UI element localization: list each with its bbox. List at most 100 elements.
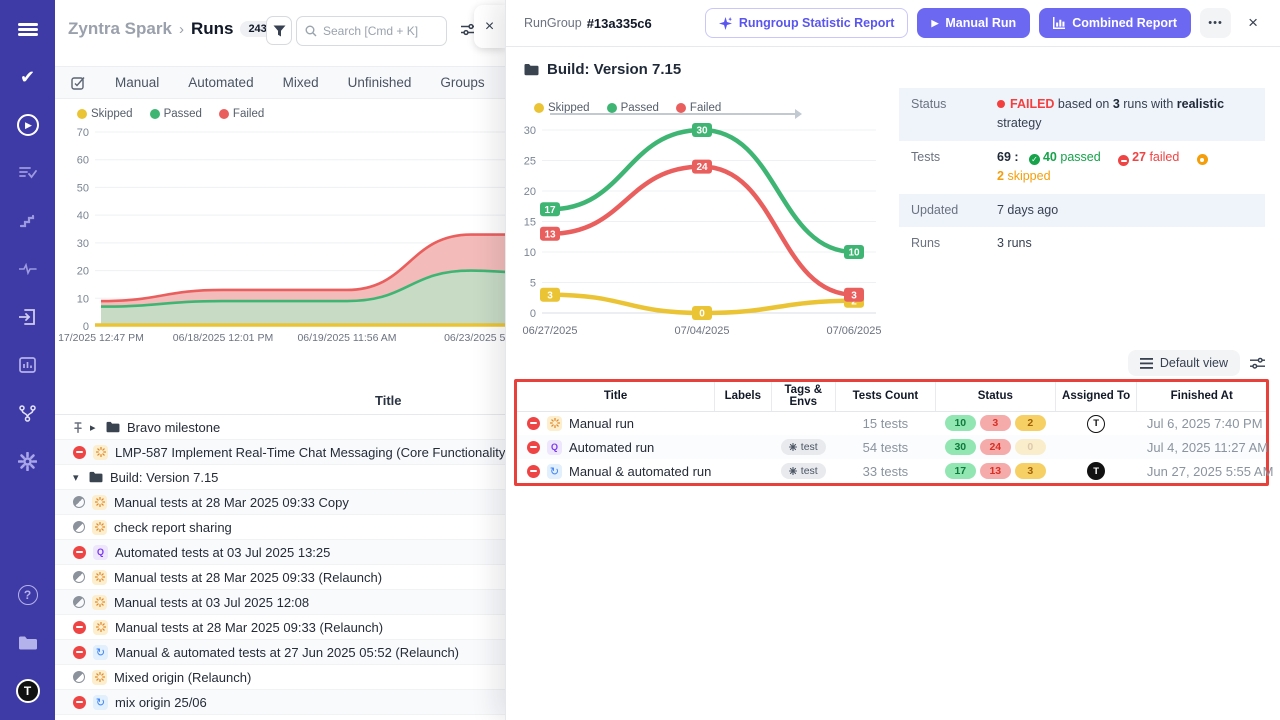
- default-view-button[interactable]: Default view: [1127, 350, 1240, 376]
- svg-text:07/04/2025: 07/04/2025: [674, 325, 729, 337]
- run-row[interactable]: Manual tests at 28 Mar 2025 09:33 (Relau…: [55, 565, 505, 590]
- milestone-title: Build: Version 7.15: [110, 469, 219, 485]
- status-cell: 10 3 2: [935, 411, 1055, 435]
- run-row[interactable]: Manual tests at 28 Mar 2025 09:33 (Relau…: [55, 615, 505, 640]
- table-row[interactable]: Q Automated run test 54 tests 30 24 0 Jul 4, 20…: [517, 435, 1269, 459]
- caret-down-icon[interactable]: ▾: [73, 471, 79, 484]
- assignee-avatar[interactable]: T: [1087, 462, 1106, 481]
- manual-run-icon: [92, 494, 107, 510]
- svg-text:06/19/2025 11:56 AM: 06/19/2025 11:56 AM: [297, 332, 396, 344]
- run-row[interactable]: LMP-587 Implement Real-Time Chat Messagi…: [55, 440, 505, 465]
- svg-text:15: 15: [524, 217, 536, 229]
- gear-icon: [788, 443, 797, 451]
- run-row[interactable]: Manual tests at 03 Jul 2025 12:08: [55, 590, 505, 615]
- table-row[interactable]: ↻ Manual & automated run test 33 tests 17 13 3…: [517, 459, 1274, 483]
- svg-text:30: 30: [696, 126, 708, 137]
- failed-count-pill: 3: [979, 415, 1011, 432]
- combined-report-button[interactable]: Combined Report: [1039, 8, 1192, 38]
- svg-text:17/2025 12:47 PM: 17/2025 12:47 PM: [58, 332, 144, 344]
- settings-gear-icon[interactable]: [13, 446, 43, 476]
- filter-button[interactable]: [266, 16, 292, 45]
- run-title: Manual & automated tests at 27 Jun 2025 …: [115, 644, 459, 660]
- select-runs-icon[interactable]: [71, 76, 86, 90]
- menu-icon[interactable]: [13, 14, 43, 44]
- svg-text:13: 13: [544, 229, 556, 240]
- manual-run-icon: [92, 569, 107, 585]
- breadcrumb-separator-icon: ›: [178, 20, 184, 38]
- finished-at: Jun 27, 2025 5:55 AM: [1146, 463, 1274, 479]
- skipped-circle-icon: [1196, 154, 1208, 166]
- projects-folder-icon[interactable]: [13, 628, 43, 658]
- run-title: Automated tests at 03 Jul 2025 13:25: [115, 544, 331, 560]
- app-sidebar: ✔ ▶ ? T: [0, 0, 55, 720]
- runs-header: Zyntra Spark › Runs 243: [55, 0, 505, 62]
- view-settings-icon[interactable]: [461, 23, 476, 42]
- svg-text:5: 5: [530, 278, 536, 290]
- tests-check-icon[interactable]: ✔: [19, 66, 36, 87]
- run-row[interactable]: check report sharing: [55, 515, 505, 540]
- table-row[interactable]: Manual run 15 tests 10 3 2 T Jul 6, 2025 7:40 …: [517, 411, 1266, 435]
- steps-icon[interactable]: [13, 206, 43, 236]
- more-actions-button[interactable]: •••: [1200, 8, 1232, 38]
- svg-text:17: 17: [544, 205, 556, 216]
- analytics-icon[interactable]: [13, 350, 43, 380]
- close-drawer-icon[interactable]: ×: [1248, 13, 1258, 32]
- finished-at: Jul 4, 2025 11:27 AM: [1146, 439, 1269, 455]
- search-box[interactable]: [296, 16, 447, 46]
- assignee-avatar[interactable]: T: [1087, 414, 1106, 433]
- manual-run-icon: [547, 415, 562, 431]
- tab-manual[interactable]: Manual: [115, 75, 160, 90]
- run-row[interactable]: ↻ Manual & automated tests at 27 Jun 2025…: [55, 640, 505, 665]
- milestone-row[interactable]: ▾ Build: Version 7.15: [55, 465, 505, 490]
- manual-run-button[interactable]: ▶ Manual Run: [917, 8, 1031, 38]
- labels-cell: [715, 435, 771, 459]
- mixed-run-icon: ↻: [93, 694, 108, 710]
- pulse-icon[interactable]: [13, 254, 43, 284]
- finished-at: Jul 6, 2025 7:40 PM: [1146, 415, 1263, 431]
- drawer-close-button[interactable]: ×: [474, 5, 505, 48]
- search-input[interactable]: [323, 24, 433, 38]
- failed-status-icon: [73, 645, 86, 659]
- status-badge: FAILED: [1010, 97, 1055, 111]
- run-row[interactable]: Mixed origin (Relaunch): [55, 665, 505, 690]
- manual-run-icon: [92, 519, 107, 535]
- svg-text:20: 20: [77, 266, 89, 278]
- run-row[interactable]: Q Automated tests at 03 Jul 2025 13:25: [55, 540, 505, 565]
- finished-status-icon: [73, 671, 85, 683]
- run-row[interactable]: ↻ mix origin 25/06: [55, 690, 505, 715]
- bar-chart-icon: [1053, 17, 1066, 29]
- failed-status-icon: [527, 464, 540, 478]
- svg-text:06/23/2025 5:52 P: 06/23/2025 5:52 P: [444, 332, 505, 344]
- skipped-count-pill: 2: [1014, 415, 1046, 432]
- runs-count-value: 3 runs: [997, 235, 1032, 250]
- user-avatar[interactable]: T: [13, 676, 43, 706]
- test-plans-icon[interactable]: [13, 158, 43, 188]
- caret-right-icon[interactable]: ▸: [90, 421, 96, 434]
- milestone-row[interactable]: ▸ Bravo milestone: [55, 415, 505, 440]
- tab-mixed[interactable]: Mixed: [282, 75, 319, 90]
- svg-text:3: 3: [547, 290, 553, 301]
- finished-status-icon: [73, 496, 85, 508]
- import-icon[interactable]: [13, 302, 43, 332]
- run-row[interactable]: Manual tests at 28 Mar 2025 09:33 Copy: [55, 490, 505, 515]
- labels-cell: [715, 411, 771, 435]
- svg-text:25: 25: [524, 156, 536, 168]
- rungroup-statistic-report-button[interactable]: Rungroup Statistic Report: [704, 8, 909, 38]
- title-column-header: Title: [375, 393, 402, 408]
- manual-run-icon: [93, 619, 108, 635]
- finished-status-icon: [73, 571, 85, 583]
- table-settings-icon[interactable]: [1250, 357, 1265, 370]
- passed-count-pill: 10: [944, 415, 976, 432]
- breadcrumb-project[interactable]: Zyntra Spark: [68, 19, 172, 38]
- tab-automated[interactable]: Automated: [188, 75, 254, 90]
- help-icon[interactable]: ?: [13, 580, 43, 610]
- tag-pill[interactable]: test: [780, 463, 826, 479]
- tests-row: Tests 69 : ✓ 40 passed 27 failed 2 skippe…: [899, 141, 1265, 194]
- tag-pill[interactable]: test: [780, 439, 826, 455]
- tab-unfinished[interactable]: Unfinished: [347, 75, 412, 90]
- svg-text:06/18/2025 12:01 PM: 06/18/2025 12:01 PM: [173, 332, 273, 344]
- runs-play-icon[interactable]: ▶: [13, 110, 43, 140]
- svg-text:30: 30: [77, 238, 89, 250]
- tab-groups[interactable]: Groups: [440, 75, 485, 90]
- branches-icon[interactable]: [13, 398, 43, 428]
